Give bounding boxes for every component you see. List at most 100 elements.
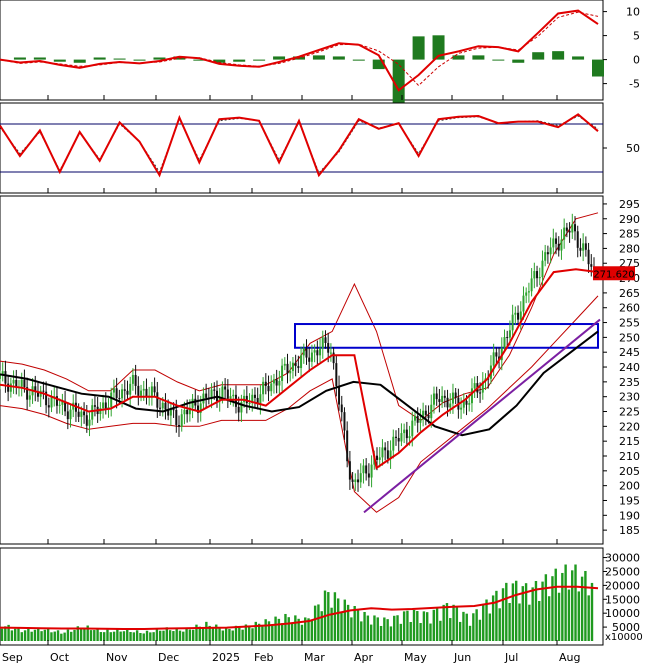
volume-bar	[508, 602, 511, 641]
volume-bar	[366, 615, 370, 641]
candle-body	[400, 433, 403, 442]
candle-body	[313, 350, 316, 353]
volume-bars	[0, 564, 594, 641]
volume-bar	[218, 628, 221, 641]
candle-body	[555, 238, 558, 244]
volume-bar	[518, 603, 521, 641]
volume-bar	[224, 627, 228, 641]
volume-bar	[20, 632, 23, 641]
candle-body	[129, 383, 132, 395]
volume-bar	[343, 599, 346, 641]
candle-body	[172, 409, 175, 411]
volume-bar	[393, 615, 396, 641]
volume-bar	[419, 623, 422, 641]
candle-body	[153, 386, 156, 393]
volume-bar	[577, 591, 581, 641]
volume-bar	[60, 633, 63, 641]
volume-bar	[290, 623, 294, 641]
volume-bar	[287, 617, 290, 641]
candle-body	[565, 227, 568, 231]
last-price-marker	[593, 266, 635, 281]
candle-body	[202, 393, 205, 404]
candle-body	[335, 363, 338, 386]
candle-body	[389, 450, 392, 459]
y-tick-label: 250	[619, 331, 640, 344]
candle-body	[237, 406, 240, 413]
volume-bar	[175, 627, 178, 641]
macd-histogram-bar	[452, 55, 465, 60]
volume-bar	[168, 630, 172, 641]
candle-body	[34, 386, 37, 392]
candle-body	[164, 402, 167, 410]
candle-body	[454, 392, 457, 398]
volume-bar	[234, 625, 238, 641]
y-tick-label: 195	[619, 494, 640, 507]
y-tick-label: 285	[619, 228, 640, 241]
volume-bar	[333, 592, 337, 641]
y-tick-label: -5	[629, 78, 640, 91]
volume-bar	[70, 631, 73, 641]
candle-body	[253, 394, 256, 398]
candle-body	[552, 238, 555, 248]
candle-body	[357, 479, 360, 483]
candle-body	[405, 429, 408, 439]
volume-bar	[528, 604, 531, 641]
stochastic-panel: 50	[0, 102, 640, 194]
candle-body	[267, 385, 270, 392]
volume-bar	[547, 596, 551, 641]
volume-bar	[231, 630, 234, 641]
candle-body	[93, 405, 96, 407]
volume-bar	[406, 610, 409, 641]
x-tick-label: Apr	[354, 651, 374, 664]
y-tick-label: 265	[619, 287, 640, 300]
candle-body	[232, 394, 235, 397]
volume-bar	[126, 628, 129, 641]
volume-bar	[7, 624, 10, 641]
candle-body	[530, 278, 533, 292]
candle-body	[112, 388, 115, 393]
macd-histogram-bar	[352, 59, 365, 61]
volume-bar	[178, 630, 182, 641]
volume-bar	[155, 628, 159, 641]
volume-bar	[162, 630, 165, 641]
volume-bar	[458, 621, 462, 641]
candle-body	[416, 415, 419, 423]
volume-bar	[264, 619, 267, 641]
candle-body	[234, 394, 237, 407]
candle-body	[310, 352, 313, 362]
volume-bar	[432, 609, 435, 641]
candle-body	[348, 461, 351, 480]
macd-histogram-bar	[213, 59, 226, 63]
candle-body	[319, 348, 322, 356]
y-tick-label: 280	[619, 242, 640, 255]
candle-body	[272, 379, 275, 384]
y-tick-label: 25000	[605, 565, 640, 578]
x-axis: Sep Oct Nov Dec 2025 Feb Mar Apr May Jun Jul Aug	[0, 95, 580, 664]
candle-body	[210, 389, 213, 399]
candle-body	[88, 419, 91, 426]
candle-body	[470, 388, 473, 404]
candle-body	[42, 390, 45, 392]
candle-body	[460, 407, 463, 410]
volume-bar	[475, 609, 478, 641]
volume-unit-label: x10000	[605, 632, 643, 643]
volume-bar	[43, 629, 47, 641]
volume-bar	[37, 627, 40, 641]
candle-body	[251, 394, 254, 403]
x-tick-label: Dec	[158, 651, 179, 664]
candle-body	[441, 395, 444, 402]
candle-body	[123, 389, 126, 391]
candle-body	[58, 404, 61, 406]
candle-body	[83, 411, 86, 416]
y-tick-label: 185	[619, 524, 640, 537]
candle-body	[159, 407, 162, 409]
x-tick-label: Oct	[50, 651, 70, 664]
volume-bar	[86, 625, 89, 641]
candle-body	[259, 394, 262, 405]
candle-body	[381, 447, 384, 458]
volume-bar	[79, 629, 83, 641]
candle-body	[205, 393, 208, 398]
volume-bar	[63, 632, 66, 641]
